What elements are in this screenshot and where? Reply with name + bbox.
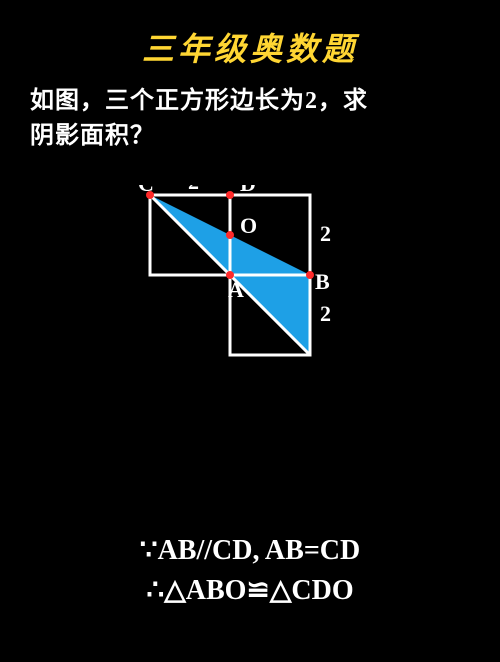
svg-text:2: 2 (320, 301, 331, 326)
svg-text:O: O (240, 213, 257, 238)
conclusion-line-1: ∵AB//CD, AB=CD (0, 531, 500, 572)
conclusion-line-2: ∴△ABO≌△CDO (0, 571, 500, 612)
problem-text: 如图，三个正方形边长为2，求 阴影面积？ (0, 70, 500, 154)
problem-line-1: 如图，三个正方形边长为2，求 (30, 84, 470, 119)
svg-text:2: 2 (320, 221, 331, 246)
svg-text:A: A (228, 277, 244, 302)
svg-text:C: C (138, 185, 154, 196)
svg-text:D: D (240, 185, 256, 196)
problem-line-2: 阴影面积？ (30, 119, 470, 154)
conclusion: ∵AB//CD, AB=CD ∴△ABO≌△CDO (0, 531, 500, 612)
svg-text:B: B (315, 269, 330, 294)
diagram-svg: C D O A B 2 2 2 (110, 185, 390, 495)
title: 三年级奥数题 (0, 0, 500, 70)
svg-text:2: 2 (188, 185, 199, 194)
geometry-diagram: C D O A B 2 2 2 (110, 185, 390, 500)
